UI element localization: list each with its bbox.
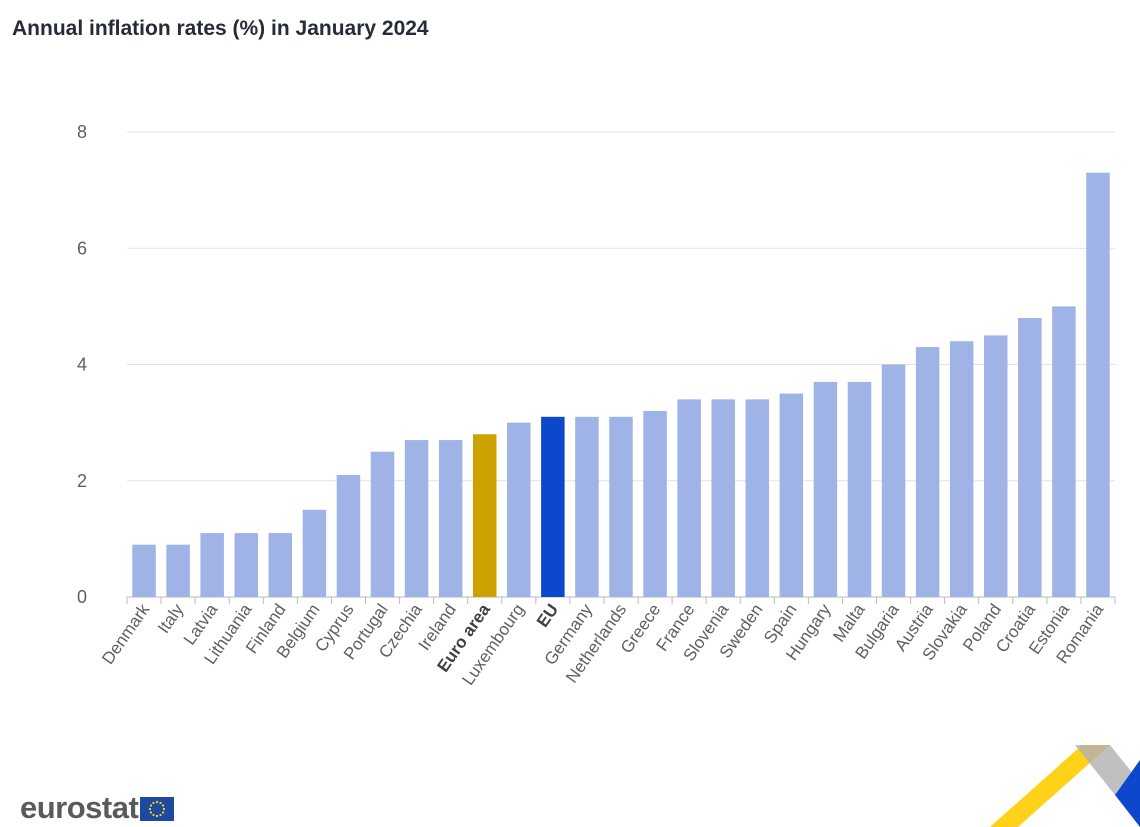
flag-star xyxy=(152,801,155,805)
y-tick-label: 6 xyxy=(77,238,87,258)
bar-luxembourg[interactable] xyxy=(507,422,531,597)
flag-star xyxy=(150,804,153,807)
flag-star xyxy=(162,804,165,807)
flag-star xyxy=(149,807,152,811)
y-tick-label: 2 xyxy=(77,471,87,491)
bar-germany[interactable] xyxy=(575,416,599,597)
y-tick-label: 0 xyxy=(77,587,87,607)
bar-malta[interactable] xyxy=(847,381,872,597)
bar-eu[interactable] xyxy=(541,416,565,597)
bar-denmark[interactable] xyxy=(132,544,156,597)
bar-poland[interactable] xyxy=(984,335,1008,597)
flag-star xyxy=(162,811,165,814)
flag-star xyxy=(159,813,162,817)
bar-lithuania[interactable] xyxy=(234,533,258,597)
x-tick-label: Denmark xyxy=(98,600,153,668)
bar-hungary[interactable] xyxy=(813,381,838,597)
bar-belgium[interactable] xyxy=(302,509,327,597)
bar-netherlands[interactable] xyxy=(609,416,633,597)
bar-euro-area[interactable] xyxy=(472,434,497,597)
bar-finland[interactable] xyxy=(268,533,293,597)
decorative-chevron-graphic xyxy=(990,745,1140,827)
bar-france[interactable] xyxy=(677,399,701,597)
x-tick-label: Italy xyxy=(154,600,188,637)
chart-title: Annual inflation rates (%) in January 20… xyxy=(12,17,429,40)
eu-stars xyxy=(149,800,166,818)
bar-estonia[interactable] xyxy=(1052,306,1076,597)
bar-cyprus[interactable] xyxy=(336,474,361,597)
bar-portugal[interactable] xyxy=(370,451,395,597)
bar-greece[interactable] xyxy=(643,411,667,597)
bar-czechia[interactable] xyxy=(404,440,429,597)
eu-flag-icon xyxy=(140,797,175,821)
bar-spain[interactable] xyxy=(779,393,804,597)
flag-star xyxy=(152,813,155,817)
x-axis-ticks: Denmark ItalyLatviaLithuaniaFinlandBelgiu… xyxy=(98,597,1116,689)
bar-italy[interactable] xyxy=(166,544,190,597)
eurostat-logo: eurostat xyxy=(20,790,175,826)
bar-ireland[interactable] xyxy=(438,440,463,597)
y-axis-ticks: 0 2 4 6 8 xyxy=(77,122,87,607)
flag-star xyxy=(156,814,159,818)
bar-romania[interactable] xyxy=(1086,172,1110,597)
y-tick-label: 8 xyxy=(77,122,87,142)
bar-croatia[interactable] xyxy=(1018,318,1042,597)
logo-text: eurostat xyxy=(20,790,139,825)
bar-latvia[interactable] xyxy=(200,533,224,597)
x-tick-label: EU xyxy=(533,600,562,630)
bars xyxy=(132,172,1110,598)
bar-slovenia[interactable] xyxy=(711,399,735,597)
y-tick-label: 4 xyxy=(77,355,87,375)
flag-star xyxy=(156,800,159,804)
bar-slovakia[interactable] xyxy=(949,341,974,597)
flag-star xyxy=(163,807,166,811)
bar-bulgaria[interactable] xyxy=(881,364,906,598)
flag-star xyxy=(150,811,153,814)
bar-sweden[interactable] xyxy=(745,399,770,597)
bar-austria[interactable] xyxy=(915,347,940,597)
flag-star xyxy=(159,801,162,805)
